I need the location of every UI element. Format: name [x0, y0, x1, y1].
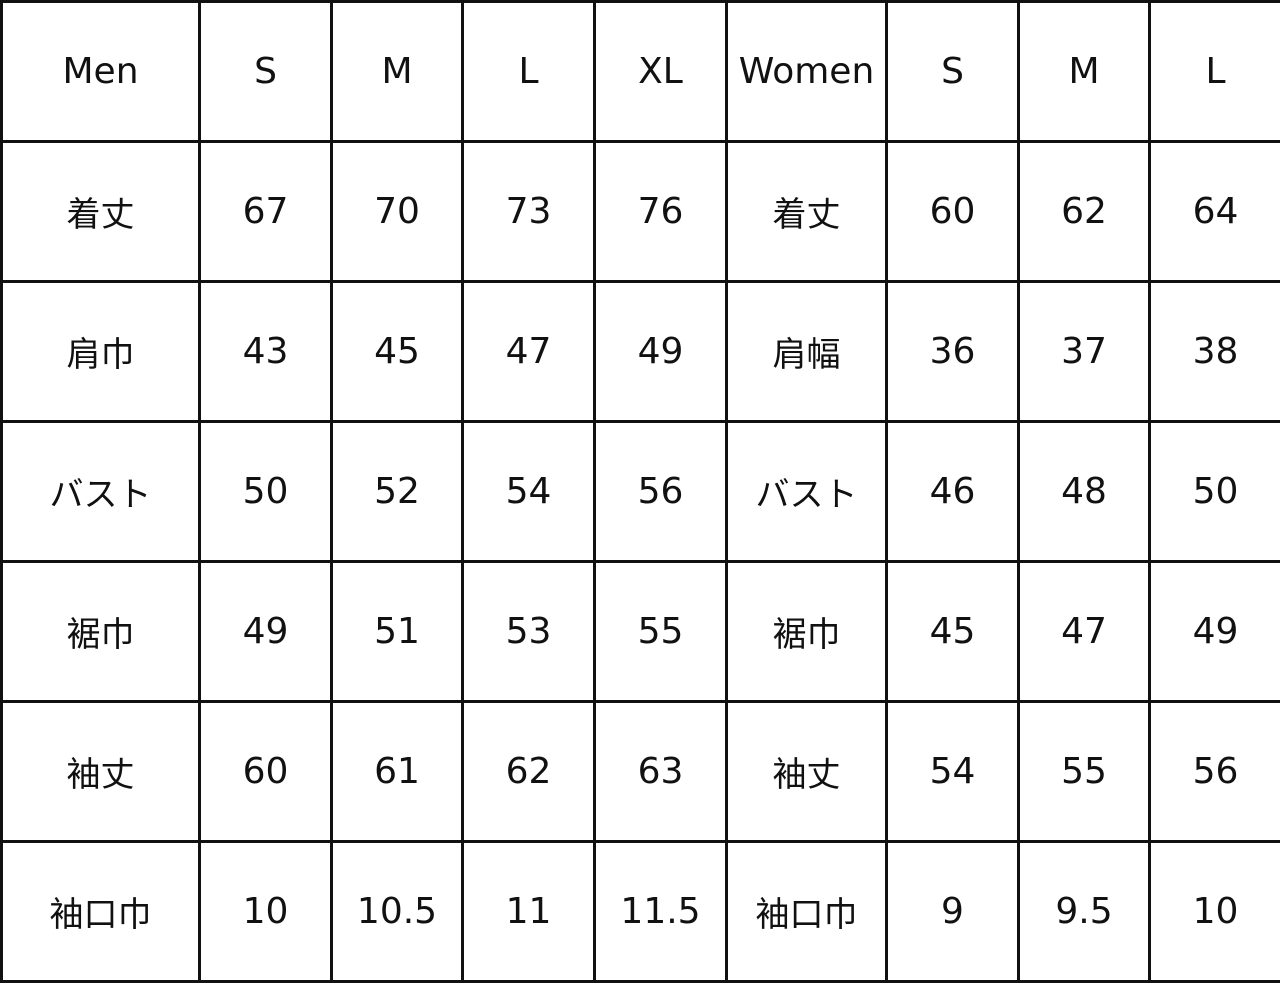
- measurement-value: 49: [200, 562, 332, 702]
- measurement-value: 10.5: [332, 842, 463, 982]
- measurement-value: 64: [1150, 142, 1280, 282]
- measurement-value: 45: [887, 562, 1019, 702]
- measurement-value: 53: [463, 562, 595, 702]
- measurement-label: 着丈: [727, 142, 887, 282]
- measurement-value: 36: [887, 282, 1019, 422]
- measurement-label: 袖丈: [2, 702, 200, 842]
- measurement-value: 55: [1019, 702, 1150, 842]
- measurement-label: 袖口巾: [2, 842, 200, 982]
- measurement-value: 9: [887, 842, 1019, 982]
- measurement-label: バスト: [727, 422, 887, 562]
- measurement-value: 60: [887, 142, 1019, 282]
- measurement-value: 37: [1019, 282, 1150, 422]
- measurement-value: 60: [200, 702, 332, 842]
- measurement-value: 50: [1150, 422, 1280, 562]
- measurement-value: 48: [1019, 422, 1150, 562]
- measurement-value: 51: [332, 562, 463, 702]
- measurement-label: バスト: [2, 422, 200, 562]
- measurement-value: 55: [595, 562, 727, 702]
- measurement-value: 62: [1019, 142, 1150, 282]
- measurement-value: 9.5: [1019, 842, 1150, 982]
- measurement-value: 73: [463, 142, 595, 282]
- measurement-value: 11.5: [595, 842, 727, 982]
- measurement-value: 38: [1150, 282, 1280, 422]
- measurement-value: 10: [1150, 842, 1280, 982]
- measurement-value: 50: [200, 422, 332, 562]
- measurement-value: 11: [463, 842, 595, 982]
- header-men: Men: [2, 2, 200, 142]
- measurement-label: 肩幅: [727, 282, 887, 422]
- header-size: M: [1019, 2, 1150, 142]
- measurement-value: 76: [595, 142, 727, 282]
- measurement-value: 46: [887, 422, 1019, 562]
- measurement-value: 49: [595, 282, 727, 422]
- measurement-value: 47: [1019, 562, 1150, 702]
- header-size: M: [332, 2, 463, 142]
- measurement-value: 63: [595, 702, 727, 842]
- header-size: L: [1150, 2, 1280, 142]
- header-size: L: [463, 2, 595, 142]
- measurement-value: 70: [332, 142, 463, 282]
- measurement-value: 10: [200, 842, 332, 982]
- measurement-label: 袖丈: [727, 702, 887, 842]
- header-women: Women: [727, 2, 887, 142]
- measurement-value: 45: [332, 282, 463, 422]
- measurement-value: 43: [200, 282, 332, 422]
- header-size: XL: [595, 2, 727, 142]
- measurement-label: 袖口巾: [727, 842, 887, 982]
- measurement-label: 着丈: [2, 142, 200, 282]
- measurement-label: 肩巾: [2, 282, 200, 422]
- measurement-value: 67: [200, 142, 332, 282]
- measurement-value: 47: [463, 282, 595, 422]
- header-size: S: [200, 2, 332, 142]
- measurement-label: 裾巾: [727, 562, 887, 702]
- measurement-value: 62: [463, 702, 595, 842]
- measurement-label: 裾巾: [2, 562, 200, 702]
- measurement-value: 54: [463, 422, 595, 562]
- measurement-value: 61: [332, 702, 463, 842]
- header-size: S: [887, 2, 1019, 142]
- measurement-value: 52: [332, 422, 463, 562]
- measurement-value: 56: [595, 422, 727, 562]
- measurement-value: 56: [1150, 702, 1280, 842]
- measurement-value: 54: [887, 702, 1019, 842]
- measurement-value: 49: [1150, 562, 1280, 702]
